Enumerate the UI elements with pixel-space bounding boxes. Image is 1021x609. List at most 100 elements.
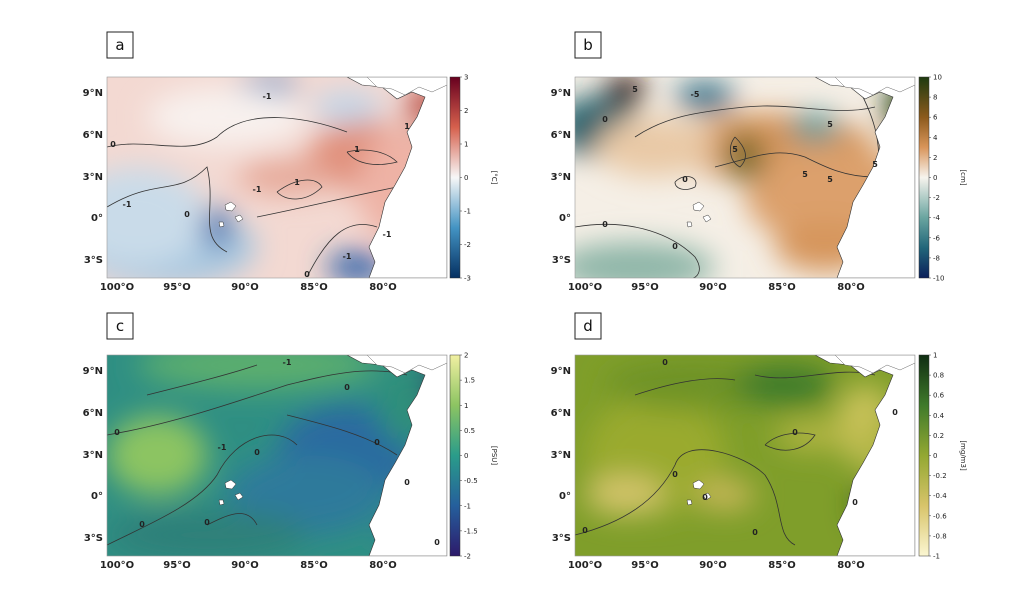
contour-line [634, 378, 736, 396]
lon-tick-label: 95°O [163, 282, 190, 293]
colorbar-tick-label: 0.6 [933, 392, 945, 400]
contour-line [764, 432, 816, 451]
land [814, 77, 915, 278]
panel: 9°N 6°N 3°N 0° 3°S 100°O 95°O 90°O 85°O 80°O 0 0 0 0 0… [551, 352, 967, 572]
field-blob [107, 415, 207, 495]
lon-tick-label: 95°O [163, 560, 190, 571]
contour-label: 0 [114, 428, 120, 437]
colorbar-tick-label: -1.5 [464, 527, 478, 535]
contour-label: 5 [872, 160, 878, 169]
colorbar-tick-label: -0.2 [933, 472, 947, 480]
lat-tick-label: 0° [559, 213, 571, 224]
lon-tick-label: 90°O [699, 560, 726, 571]
map-field [107, 355, 447, 556]
panel: 9°N 6°N 3°N 0° 3°S 100°O 95°O 90°O 85°O 80°O 5 -5 0 5… [551, 74, 967, 294]
field-blob [237, 159, 337, 195]
contour-label: 0 [792, 428, 798, 437]
colorbar [918, 354, 930, 557]
contour-line [107, 166, 228, 253]
colorbar-tick-label: 0.2 [933, 432, 944, 440]
field-blob [735, 365, 835, 405]
panel-label-box [574, 312, 602, 340]
contour-label: -1 [263, 92, 272, 101]
colorbar-tick-label: -0.6 [933, 512, 947, 520]
contour-line [674, 176, 697, 190]
field-blob [107, 167, 207, 267]
colorbar [449, 354, 461, 557]
contour-label: -5 [691, 90, 700, 99]
land [814, 355, 915, 556]
contour-line [575, 223, 700, 278]
colorbar-tick-label: -1 [464, 502, 471, 510]
lon-tick-label: 80°O [837, 560, 864, 571]
contour-line [276, 179, 323, 200]
colorbar-tick-label: 8 [933, 94, 937, 102]
lat-tick-label: 3°S [84, 255, 103, 266]
field-blob [695, 480, 755, 510]
lat-tick-label: 0° [559, 491, 571, 502]
field-blob [107, 510, 307, 556]
colorbar-tick-label: -0.8 [933, 532, 947, 540]
panel-label: a [115, 36, 124, 54]
field-blob [605, 360, 785, 410]
lat-tick-label: 6°N [83, 408, 103, 419]
colorbar-tick-label: 0.8 [933, 372, 944, 380]
land-north [834, 355, 915, 374]
lon-tick-label: 95°O [631, 282, 658, 293]
lat-tick-label: 9°N [83, 366, 103, 377]
islands [218, 201, 244, 228]
lon-tick-label: 100°O [568, 560, 602, 571]
land-north [366, 355, 447, 374]
colorbar-tick-label: -3 [464, 275, 471, 283]
map-field [575, 77, 915, 278]
panel: 9°N 6°N 3°N 0° 3°S 100°O 95°O 90°O 85°O 80°O 0 -1 -1… [83, 74, 498, 294]
map-frame [574, 76, 916, 279]
lon-tick-label: 85°O [768, 282, 795, 293]
lon-tick-label: 80°O [369, 282, 396, 293]
colorbar-tick-label: 1.5 [464, 377, 475, 385]
colorbar-tick-label: -6 [933, 234, 941, 242]
lon-tick-label: 100°O [100, 282, 134, 293]
colorbar-tick-label: 4 [933, 134, 938, 142]
colorbar-tick-label: 2 [464, 107, 468, 115]
colorbar-tick-label: 0 [464, 452, 468, 460]
panel: 9°N 6°N 3°N 0° 3°S 100°O 95°O 90°O 85°O 80°O 0 -1 0 0… [83, 352, 498, 572]
contour-label: 5 [732, 145, 738, 154]
contour-label: -1 [253, 185, 262, 194]
colorbar-tick-label: 0.4 [933, 412, 945, 420]
contour-label: 0 [662, 358, 668, 367]
contour-label: -1 [343, 252, 352, 261]
colorbar-tick-label: -2 [464, 241, 471, 249]
lon-tick-label: 100°O [100, 560, 134, 571]
field-blob [595, 117, 715, 177]
contour-line [306, 224, 378, 278]
contour-label: 1 [354, 145, 360, 154]
colorbar-tick-label: -0.4 [933, 492, 947, 500]
contour-label: 0 [139, 520, 145, 529]
contour-label: -1 [218, 443, 227, 452]
contour-label: 0 [582, 526, 588, 535]
contour-line [634, 105, 876, 138]
contour-label: 0 [602, 220, 608, 229]
map-blobs [107, 355, 447, 556]
field-blob [147, 87, 307, 147]
colorbar-tick-label: 1 [933, 352, 937, 360]
lon-tick-label: 90°O [231, 560, 258, 571]
contour-label: 1 [404, 122, 410, 131]
lat-tick-label: 3°N [551, 172, 571, 183]
contour-label: 5 [827, 175, 833, 184]
field-blob [203, 207, 231, 247]
colorbar [449, 76, 461, 279]
colorbar-tick-label: -2 [933, 194, 940, 202]
contour-label: 5 [632, 85, 638, 94]
field-blob [675, 82, 735, 112]
contour-label: 0 [672, 470, 678, 479]
lat-tick-label: 3°S [552, 533, 571, 544]
colorbar-tick-label: -4 [933, 214, 941, 222]
map-field [107, 77, 447, 278]
lon-tick-label: 85°O [300, 282, 327, 293]
colorbar-tick-label: 0.5 [464, 427, 475, 435]
colorbar-tick-label: 10 [933, 74, 942, 82]
islands [218, 479, 244, 506]
land [346, 77, 447, 278]
